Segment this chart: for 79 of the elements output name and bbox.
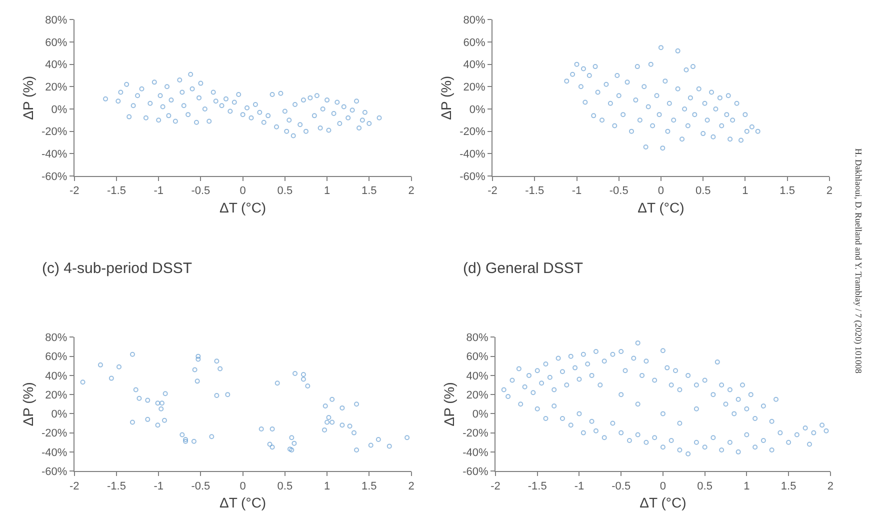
x-tick-label: 0.5 bbox=[277, 185, 293, 198]
y-tick-label: -20% bbox=[41, 126, 68, 138]
y-tick-label: 60% bbox=[466, 351, 488, 364]
y-tick-label: 20% bbox=[463, 82, 486, 94]
x-tick-label: -1 bbox=[154, 480, 164, 492]
x-tick-label: -0.5 bbox=[191, 185, 210, 198]
y-tick-label: 80% bbox=[466, 332, 488, 344]
x-tick-label: 1 bbox=[324, 185, 330, 198]
y-tick-label: 40% bbox=[45, 59, 68, 72]
x-tick-label: 1 bbox=[742, 185, 748, 198]
y-axis-title: ΔP (%) bbox=[20, 382, 36, 426]
y-tick-label: -40% bbox=[41, 148, 68, 161]
text: H. Dakhlaoui, D. Ruelland and Y. Tramblay / 7 (2020) 101008 bbox=[854, 148, 864, 374]
x-tick-label: 0 bbox=[240, 185, 246, 198]
y-tick-label: 0% bbox=[472, 408, 489, 421]
x-tick-label: 0 bbox=[658, 185, 664, 198]
x-tick-label: 1.5 bbox=[780, 480, 796, 492]
x-tick-label: -1.5 bbox=[525, 185, 544, 198]
y-tick-label: -40% bbox=[460, 148, 486, 161]
y-tick-label: 60% bbox=[45, 351, 68, 364]
x-axis-title: ΔT (°C) bbox=[638, 199, 684, 216]
chart-title: (c) 4-sub-period DSST bbox=[42, 260, 192, 277]
y-tick-label: 40% bbox=[466, 370, 488, 382]
x-tick-label: 1.5 bbox=[362, 480, 377, 492]
x-tick-label: 0 bbox=[660, 480, 666, 492]
x-tick-label: 0.5 bbox=[697, 480, 712, 492]
y-tick-label: -20% bbox=[460, 126, 486, 138]
x-tick-label: -2 bbox=[69, 185, 80, 198]
y-tick-label: 80% bbox=[463, 14, 486, 27]
y-axis-title: ΔP (%) bbox=[441, 382, 458, 426]
y-tick-label: 0% bbox=[51, 408, 68, 421]
y-tick-label: 20% bbox=[45, 82, 68, 94]
y-tick-label: 40% bbox=[45, 370, 68, 382]
y-tick-label: -20% bbox=[41, 428, 68, 440]
x-tick-label: -2 bbox=[488, 185, 498, 198]
y-axis-title: ΔP (%) bbox=[20, 76, 36, 120]
x-tick-label: -2 bbox=[490, 480, 500, 492]
x-tick-label: 1.5 bbox=[362, 185, 377, 198]
x-tick-label: 0.5 bbox=[695, 185, 711, 198]
x-tick-label: 0.5 bbox=[277, 480, 293, 492]
x-axis-title: ΔT (°C) bbox=[640, 494, 686, 511]
y-tick-label: 0% bbox=[469, 104, 486, 116]
y-axis-title: ΔP (%) bbox=[438, 76, 454, 120]
x-tick-label: -0.5 bbox=[191, 480, 210, 492]
y-tick-label: -40% bbox=[41, 446, 68, 459]
y-tick-label: -60% bbox=[460, 170, 486, 183]
x-tick-label: -1.5 bbox=[106, 480, 126, 492]
x-tick-label: 2 bbox=[826, 185, 832, 198]
x-tick-label: 0 bbox=[240, 480, 246, 492]
x-tick-label: -2 bbox=[69, 480, 80, 492]
x-tick-label: 1 bbox=[744, 480, 750, 492]
y-tick-label: 40% bbox=[463, 59, 486, 72]
y-tick-label: 60% bbox=[45, 36, 68, 49]
y-tick-label: -60% bbox=[41, 466, 68, 478]
y-tick-label: 60% bbox=[463, 36, 486, 49]
x-tick-label: 2 bbox=[827, 480, 834, 492]
y-tick-label: -40% bbox=[462, 446, 489, 459]
x-tick-label: 2 bbox=[408, 480, 414, 492]
y-tick-label: -20% bbox=[462, 428, 489, 440]
x-tick-label: 1.5 bbox=[780, 185, 795, 198]
x-tick-label: -1 bbox=[572, 185, 582, 198]
x-tick-label: -0.5 bbox=[609, 185, 628, 198]
y-tick-label: 80% bbox=[45, 14, 68, 27]
x-tick-label: 2 bbox=[408, 185, 414, 198]
x-tick-label: -1.5 bbox=[528, 480, 547, 492]
y-tick-label: 20% bbox=[45, 389, 68, 402]
y-tick-label: 80% bbox=[45, 332, 68, 344]
x-tick-label: -1 bbox=[574, 480, 584, 492]
y-tick-label: -60% bbox=[462, 466, 489, 478]
x-tick-label: -1 bbox=[154, 185, 164, 198]
x-tick-label: 1 bbox=[324, 480, 330, 492]
x-tick-label: -1.5 bbox=[106, 185, 126, 198]
y-tick-label: -60% bbox=[41, 170, 68, 183]
y-tick-label: 20% bbox=[466, 389, 488, 402]
chart-title: (d) General DSST bbox=[463, 260, 584, 277]
x-axis-title: ΔT (°C) bbox=[220, 199, 266, 216]
x-axis-title: ΔT (°C) bbox=[220, 494, 266, 511]
y-tick-label: 0% bbox=[51, 104, 68, 116]
x-tick-label: -0.5 bbox=[612, 480, 631, 492]
